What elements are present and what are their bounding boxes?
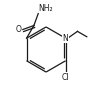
Text: NH₂: NH₂ — [39, 4, 53, 13]
Text: O: O — [15, 25, 21, 34]
Text: N: N — [63, 34, 69, 43]
Text: Cl: Cl — [62, 73, 69, 82]
